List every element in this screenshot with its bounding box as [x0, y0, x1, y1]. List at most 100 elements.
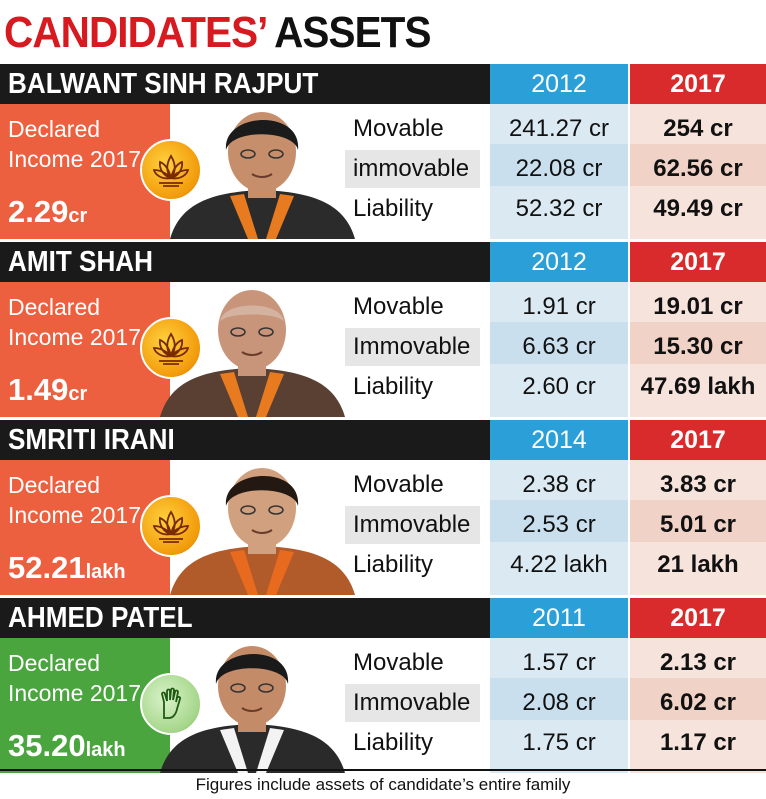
photo-amit-shah [150, 282, 355, 417]
asset-row-label: Movable [353, 293, 444, 320]
row-stripe [630, 678, 766, 720]
new-year-column-bg [630, 638, 766, 773]
bjp-lotus-icon [140, 317, 202, 379]
asset-row-label: Liability [353, 729, 434, 756]
asset-value-new: 1.17 cr [659, 729, 737, 756]
asset-value-old: 22.08 cr [515, 155, 603, 182]
asset-value-new: 49.49 cr [653, 195, 743, 222]
asset-value-old: 1.57 cr [522, 649, 596, 676]
asset-value-new: 62.56 cr [653, 155, 743, 182]
asset-row-label: immovable [345, 150, 480, 188]
old-year-column-bg [490, 460, 628, 595]
candidate-section: AHMED PATEL 2011 2017 Declared Income 2017 3… [0, 598, 766, 776]
declared-income-unit: lakh [85, 561, 126, 583]
declared-income-label: Declared Income 2017 [8, 472, 141, 528]
declared-income-unit: lakh [85, 739, 126, 761]
year-new-header: 2017 [630, 598, 766, 638]
bjp-lotus-icon [140, 495, 202, 557]
year-old-header: 2014 [490, 420, 628, 460]
bjp-lotus-icon [140, 139, 202, 201]
asset-value-new: 15.30 cr [653, 333, 743, 360]
declared-income-label: Declared Income 2017 [8, 650, 141, 706]
declared-income-value: 52.21 [8, 550, 86, 585]
candidate-name: AMIT SHAH [8, 246, 153, 278]
asset-value-new: 5.01 cr [659, 511, 737, 538]
candidate-name-bar: SMRITI IRANI [0, 420, 490, 460]
photo-ahmed-patel [150, 638, 355, 773]
photo-smriti-irani [160, 460, 365, 595]
declared-income-value: 1.49 [8, 372, 69, 407]
row-stripe [490, 144, 628, 186]
candidate-name: AHMED PATEL [8, 602, 193, 634]
row-stripe [490, 678, 628, 720]
old-year-column-bg [490, 104, 628, 239]
declared-income-unit: cr [68, 205, 88, 227]
asset-value-old: 52.32 cr [515, 195, 603, 222]
year-new-header: 2017 [630, 242, 766, 282]
asset-value-new: 254 cr [663, 115, 733, 142]
asset-value-old: 1.75 cr [522, 729, 596, 756]
new-year-column-bg [630, 104, 766, 239]
candidate-section: SMRITI IRANI 2014 2017 Declared Income 2017… [0, 420, 766, 598]
row-stripe [630, 500, 766, 542]
declared-income-value: 2.29 [8, 194, 69, 229]
asset-row-label: Liability [353, 195, 434, 222]
page-title: CANDIDATES’ ASSETS [4, 2, 431, 64]
asset-row-label: Movable [353, 649, 444, 676]
year-old-header: 2012 [490, 64, 628, 104]
footnote: Figures include assets of candidate’s en… [0, 769, 766, 799]
declared-income-amount: 35.20lakh [8, 728, 126, 764]
title-part-black: ASSETS [274, 8, 431, 57]
title-part-red: CANDIDATES’ [4, 8, 266, 57]
declared-income-amount: 52.21lakh [8, 550, 126, 586]
candidate-section: BALWANT SINH RAJPUT 2012 2017 Declared Inco… [0, 64, 766, 242]
old-year-column-bg [490, 282, 628, 417]
asset-row-label: Liability [353, 551, 434, 578]
asset-row-label: Immovable [345, 328, 480, 366]
asset-value-new: 3.83 cr [659, 471, 737, 498]
candidate-section: AMIT SHAH 2012 2017 Declared Income 2017 1.4… [0, 242, 766, 420]
row-stripe [490, 322, 628, 364]
asset-value-old: 1.91 cr [522, 293, 596, 320]
declared-income-unit: cr [68, 383, 88, 405]
declared-income-box: Declared Income 2017 2.29cr [0, 104, 170, 239]
new-year-column-bg [630, 282, 766, 417]
asset-row-label: Immovable [345, 506, 480, 544]
congress-hand-icon [140, 673, 202, 735]
photo-balwant-sinh-rajput [160, 104, 365, 239]
row-stripe [490, 500, 628, 542]
candidate-name: SMRITI IRANI [8, 424, 175, 456]
asset-value-old: 2.08 cr [522, 689, 596, 716]
asset-value-old: 2.60 cr [522, 373, 596, 400]
year-new-header: 2017 [630, 420, 766, 460]
asset-row-label: Liability [353, 373, 434, 400]
declared-income-label: Declared Income 2017 [8, 116, 141, 172]
candidate-name: BALWANT SINH RAJPUT [8, 68, 319, 100]
row-stripe [630, 144, 766, 186]
declared-income-label: Declared Income 2017 [8, 294, 141, 350]
declared-income-box: Declared Income 2017 35.20lakh [0, 638, 170, 773]
asset-value-new: 21 lakh [657, 551, 739, 578]
candidate-name-bar: BALWANT SINH RAJPUT [0, 64, 490, 104]
asset-value-new: 2.13 cr [659, 649, 737, 676]
asset-value-old: 4.22 lakh [510, 551, 608, 578]
year-old-header: 2011 [490, 598, 628, 638]
asset-value-new: 6.02 cr [659, 689, 737, 716]
declared-income-amount: 1.49cr [8, 372, 87, 408]
old-year-column-bg [490, 638, 628, 773]
new-year-column-bg [630, 460, 766, 595]
declared-income-value: 35.20 [8, 728, 86, 763]
asset-value-new: 47.69 lakh [640, 373, 756, 400]
candidate-name-bar: AMIT SHAH [0, 242, 490, 282]
asset-value-old: 2.38 cr [522, 471, 596, 498]
asset-row-label: Movable [353, 471, 444, 498]
asset-value-old: 241.27 cr [508, 115, 610, 142]
year-old-header: 2012 [490, 242, 628, 282]
candidate-name-bar: AHMED PATEL [0, 598, 490, 638]
declared-income-amount: 2.29cr [8, 194, 87, 230]
asset-value-old: 6.63 cr [522, 333, 596, 360]
year-new-header: 2017 [630, 64, 766, 104]
asset-row-label: Movable [353, 115, 444, 142]
asset-value-old: 2.53 cr [522, 511, 596, 538]
asset-row-label: Immovable [345, 684, 480, 722]
